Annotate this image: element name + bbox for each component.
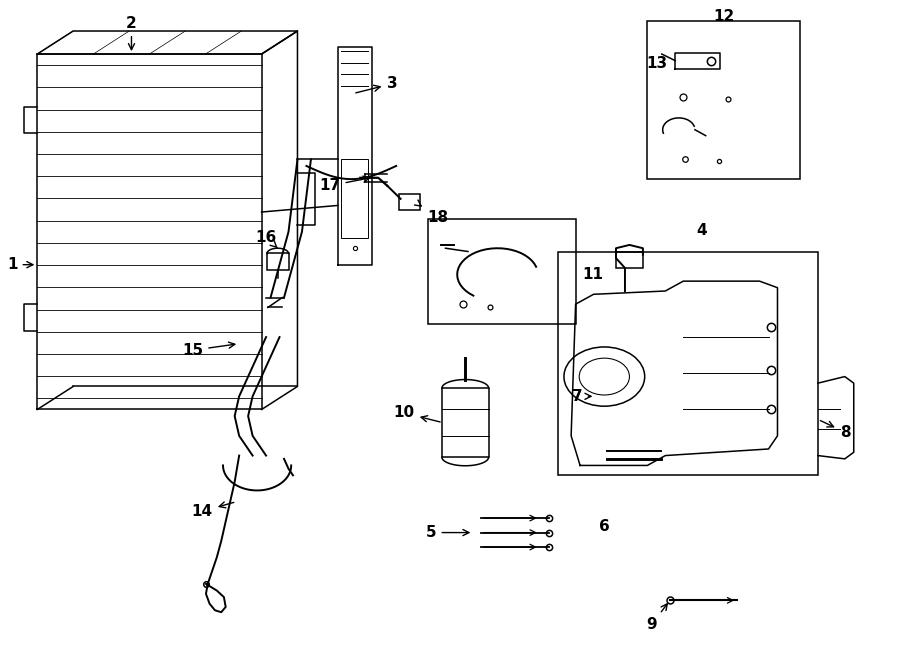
Text: 3: 3 — [356, 76, 398, 93]
Bar — [442, 388, 489, 457]
Text: 8: 8 — [821, 420, 850, 440]
Bar — [341, 159, 368, 239]
Text: 7: 7 — [572, 389, 591, 404]
Text: 14: 14 — [191, 502, 234, 519]
Bar — [399, 194, 420, 210]
Bar — [267, 253, 289, 270]
Text: 1: 1 — [7, 257, 33, 272]
Text: 17: 17 — [320, 176, 370, 193]
Text: 11: 11 — [583, 267, 604, 282]
Bar — [647, 21, 800, 179]
Text: 15: 15 — [182, 342, 235, 358]
Text: 6: 6 — [598, 519, 609, 534]
Bar — [616, 252, 643, 268]
Text: 13: 13 — [646, 56, 667, 71]
Text: 12: 12 — [713, 9, 734, 24]
Bar — [428, 219, 576, 324]
Text: 4: 4 — [696, 223, 706, 239]
Text: 5: 5 — [426, 525, 469, 540]
Text: 16: 16 — [256, 230, 277, 248]
Text: 9: 9 — [646, 604, 667, 632]
Text: 10: 10 — [393, 405, 440, 422]
Bar — [558, 252, 818, 475]
Text: 2: 2 — [126, 16, 137, 50]
Text: 18: 18 — [415, 200, 449, 225]
